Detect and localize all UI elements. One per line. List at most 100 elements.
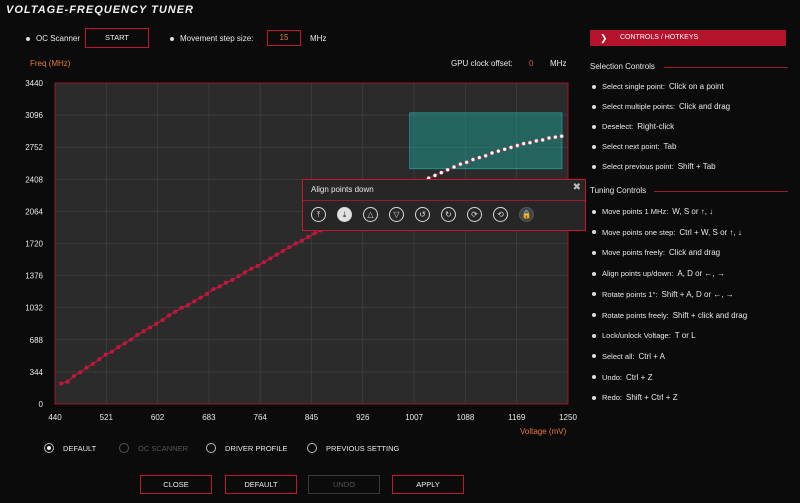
- radio-default[interactable]: [44, 443, 54, 453]
- step-size-input[interactable]: 15: [267, 30, 301, 46]
- curve-point-selected: [502, 147, 507, 152]
- gpu-offset-unit: MHz: [550, 59, 567, 68]
- close-button[interactable]: CLOSE: [140, 475, 212, 494]
- x-tick-label: 602: [151, 413, 165, 422]
- curve-point: [230, 277, 235, 282]
- bullet-icon: [592, 230, 596, 235]
- tuning-key: Ctrl + A: [638, 351, 665, 361]
- curve-point: [217, 284, 222, 289]
- selection-key: Click on a point: [668, 82, 724, 91]
- tuning-key: Shift + A, D or ←, →: [661, 289, 734, 299]
- selection-action: Select single point:: [602, 82, 665, 91]
- popup-title: Align points down: [311, 185, 374, 194]
- curve-point: [78, 370, 83, 375]
- tuning-action: Move points freely:: [602, 248, 665, 258]
- curve-point: [185, 303, 190, 308]
- step-size-label: Movement step size:: [180, 34, 254, 43]
- curve-point: [128, 337, 133, 342]
- tuning-action: Move points 1 MHz:: [602, 207, 669, 216]
- x-tick-label: 683: [202, 413, 216, 422]
- curve-point-selected: [515, 143, 520, 148]
- tuning-action: Rotate points 1°:: [602, 289, 658, 299]
- start-button[interactable]: START: [85, 28, 149, 48]
- oc-scanner-label: OC Scanner: [36, 34, 81, 43]
- tuning-action: Lock/unlock Voltage:: [602, 331, 671, 341]
- curve-point-selected: [559, 134, 564, 139]
- move-up-icon[interactable]: △: [363, 207, 378, 222]
- curve-point: [262, 260, 267, 265]
- bullet-icon: [592, 84, 596, 89]
- x-tick-label: 845: [305, 413, 319, 422]
- selection-action: Deselect:: [602, 122, 634, 131]
- curve-point: [293, 241, 298, 246]
- curve-point: [274, 252, 279, 257]
- y-axis-label: Freq (MHz): [30, 59, 71, 68]
- undo-button: UNDO: [308, 475, 380, 494]
- controls-hotkeys-tab[interactable]: ❯ CONTROLS / HOTKEYS: [590, 30, 786, 46]
- y-tick-label: 2752: [25, 143, 43, 152]
- bullet-icon: [592, 313, 596, 318]
- rotate-free-icon[interactable]: ⟳: [467, 207, 482, 222]
- curve-point: [122, 341, 127, 346]
- selection-row: Select next point: Tab: [590, 142, 800, 151]
- radio-default-label: DEFAULT: [63, 444, 97, 453]
- tuning-row: Rotate points freely: Shift + click and d…: [590, 311, 800, 320]
- tuning-action: Move points one step:: [602, 227, 676, 237]
- selection-row: Select single point: Click on a point: [590, 82, 800, 91]
- rotate-left-icon[interactable]: ↺: [415, 207, 430, 222]
- selection-action: Select multiple points:: [602, 102, 675, 111]
- curve-point-selected: [458, 162, 463, 167]
- radio-previous-setting-label: PREVIOUS SETTING: [326, 444, 400, 453]
- x-tick-label: 926: [356, 413, 370, 422]
- curve-point: [90, 361, 95, 366]
- tuning-row: Move points freely: Click and drag: [590, 248, 800, 257]
- curve-point-selected: [496, 149, 501, 154]
- step-unit: MHz: [310, 34, 327, 43]
- y-tick-label: 3096: [25, 111, 43, 120]
- y-tick-label: 688: [30, 336, 44, 345]
- tuning-key: Click and drag: [668, 248, 721, 258]
- x-axis-label: Voltage (mV): [520, 427, 567, 436]
- default-button[interactable]: DEFAULT: [225, 475, 297, 494]
- tuning-key: Ctrl + W, S or ↑, ↓: [679, 227, 742, 237]
- tuning-row: Rotate points 1°: Shift + A, D or ←, →: [590, 290, 800, 299]
- curve-point: [65, 379, 70, 384]
- curve-point-selected: [433, 173, 438, 178]
- apply-button[interactable]: APPLY: [392, 475, 464, 494]
- radio-previous-setting[interactable]: [307, 443, 317, 453]
- bullet-icon: [592, 354, 596, 359]
- y-tick-label: 344: [30, 368, 44, 377]
- curve-point: [306, 234, 311, 239]
- curve-point: [249, 266, 254, 271]
- popup-close-icon[interactable]: ✖: [572, 182, 581, 193]
- align-down-icon[interactable]: ⤓: [337, 207, 352, 222]
- curve-point: [223, 280, 228, 285]
- curve-point-selected: [471, 157, 476, 162]
- chart-svg[interactable]: 0 344 688 1032 1376 1720 2064 2408 2752 3096 3440 4…: [0, 55, 590, 440]
- curve-point: [154, 321, 159, 326]
- curve-point: [179, 305, 184, 310]
- bullet-icon: [592, 292, 596, 297]
- x-tick-label: 1169: [508, 413, 526, 422]
- curve-point: [160, 318, 165, 323]
- tuning-key: T or L: [674, 331, 696, 341]
- selection-key: Right-click: [637, 122, 675, 131]
- undo-rotate-icon[interactable]: ⟲: [493, 207, 508, 222]
- y-tick-label: 2408: [25, 175, 43, 184]
- curve-point: [242, 270, 247, 275]
- selection-row: Select previous point: Shift + Tab: [590, 162, 800, 171]
- x-tick-label: 1007: [405, 413, 423, 422]
- rotate-right-icon[interactable]: ↻: [441, 207, 456, 222]
- vf-curve-chart[interactable]: Freq (MHz) GPU clock offset: 0 MHz 0 344 6…: [0, 55, 590, 440]
- bullet-icon: [592, 124, 596, 129]
- curve-point: [300, 238, 305, 243]
- bullet-icon: [592, 144, 596, 149]
- radio-driver-profile[interactable]: [206, 443, 216, 453]
- align-top-icon[interactable]: ⤒: [311, 207, 326, 222]
- tuning-action: Redo:: [602, 393, 623, 403]
- curve-point: [236, 274, 241, 279]
- selection-key: Tab: [663, 142, 677, 151]
- tuning-action: Rotate points freely:: [602, 310, 669, 320]
- move-down-icon[interactable]: ▽: [389, 207, 404, 222]
- curve-point-selected: [521, 141, 526, 146]
